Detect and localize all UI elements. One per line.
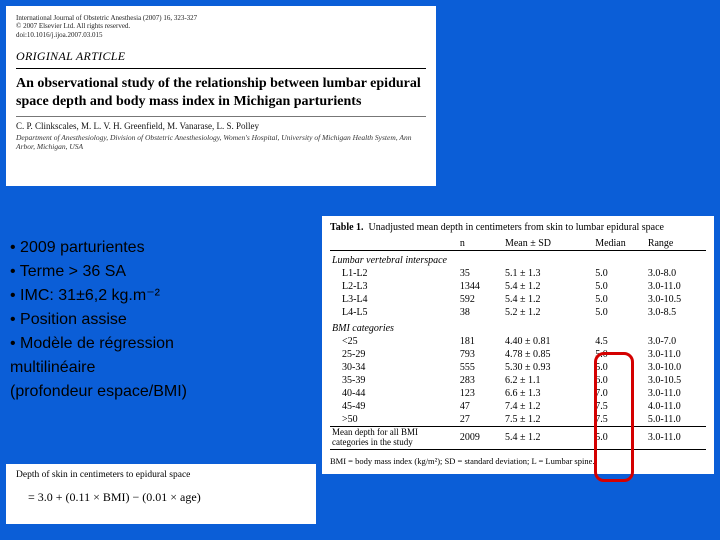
- paper-header-clip: International Journal of Obstetric Anest…: [6, 6, 436, 186]
- col-range: Range: [646, 237, 706, 251]
- table-group-header: BMI categories: [330, 319, 706, 335]
- table-row: <251814.40 ± 0.814.53.0-7.0: [330, 335, 706, 348]
- formula-box: Depth of skin in centimeters to epidural…: [6, 464, 316, 524]
- table-row: 35-392836.2 ± 1.16.03.0-10.5: [330, 374, 706, 387]
- table-row: L4-L5385.2 ± 1.25.03.0-8.5: [330, 306, 706, 319]
- table-row: L3-L45925.4 ± 1.25.03.0-10.5: [330, 293, 706, 306]
- table-row: 45-49477.4 ± 1.27.54.0-11.0: [330, 400, 706, 413]
- table-row: >50277.5 ± 1.27.55.0-11.0: [330, 413, 706, 427]
- paper-title: An observational study of the relationsh…: [16, 75, 426, 110]
- table-row: 30-345555.30 ± 0.935.03.0-10.0: [330, 361, 706, 374]
- affiliation: Department of Anesthesiology, Division o…: [16, 133, 426, 151]
- col-median: Median: [593, 237, 646, 251]
- bullet-4: Position assise: [10, 308, 310, 332]
- bullet-5: Modèle de régression: [10, 332, 310, 356]
- author-list: C. P. Clinkscales, M. L. V. H. Greenfiel…: [16, 121, 426, 131]
- table-footnote: BMI = body mass index (kg/m²); SD = stan…: [330, 456, 706, 466]
- bullet-trail-2: (profondeur espace/BMI): [10, 380, 310, 404]
- formula-label: Depth of skin in centimeters to epidural…: [16, 470, 306, 480]
- table-caption-rest: Unadjusted mean depth in centimeters fro…: [369, 222, 664, 233]
- table-summary-row: Mean depth for all BMI categories in the…: [330, 427, 706, 450]
- bullet-1: 2009 parturientes: [10, 236, 310, 260]
- table-group-header: Lumbar vertebral interspace: [330, 251, 706, 268]
- section-label: ORIGINAL ARTICLE: [16, 49, 426, 64]
- table-1: Table 1. Unadjusted mean depth in centim…: [322, 216, 714, 474]
- bullet-2: Terme > 36 SA: [10, 260, 310, 284]
- journal-meta-1: International Journal of Obstetric Anest…: [16, 14, 426, 22]
- col-mean: Mean ± SD: [503, 237, 593, 251]
- journal-meta-2: © 2007 Elsevier Ltd. All rights reserved…: [16, 22, 426, 30]
- table-body: n Mean ± SD Median Range Lumbar vertebra…: [330, 237, 706, 450]
- table-row: L1-L2355.1 ± 1.35.03.0-8.0: [330, 267, 706, 280]
- bullet-trail-1: multilinéaire: [10, 356, 310, 380]
- formula-equation: = 3.0 + (0.11 × BMI) − (0.01 × age): [16, 490, 306, 505]
- table-row: 40-441236.6 ± 1.37.03.0-11.0: [330, 387, 706, 400]
- table-row: 25-297934.78 ± 0.855.03.0-11.0: [330, 348, 706, 361]
- table-row: L2-L313445.4 ± 1.25.03.0-11.0: [330, 280, 706, 293]
- table-caption-lead: Table 1.: [330, 222, 364, 233]
- col-n: n: [458, 237, 503, 251]
- bullet-3: IMC: 31±6,2 kg.m⁻²: [10, 284, 310, 308]
- journal-meta-3: doi:10.1016/j.ijoa.2007.03.015: [16, 31, 426, 39]
- table-caption: Table 1. Unadjusted mean depth in centim…: [330, 222, 706, 233]
- study-bullets: 2009 parturientes Terme > 36 SA IMC: 31±…: [10, 236, 310, 404]
